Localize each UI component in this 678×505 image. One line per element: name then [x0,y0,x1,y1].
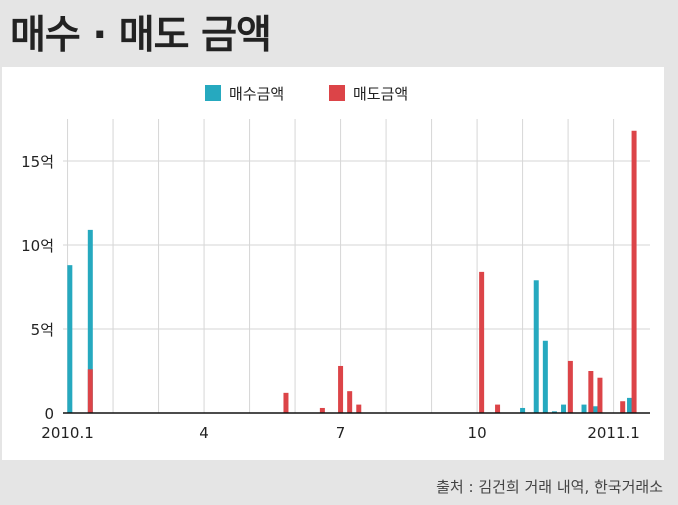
bar [67,265,73,413]
bar [533,280,539,413]
bar [588,371,594,413]
bar [631,130,637,413]
bar-chart: 0 5억 10억 15억 2010.1 4 7 10 2011.1 매수금액 매도금액 [21,85,650,442]
bar [283,392,289,413]
x-tick-label: 2010.1 [41,424,94,442]
bar [567,360,573,413]
bar [479,271,485,413]
bar [356,404,362,413]
y-tick-label: 10억 [21,237,54,255]
x-tick-label: 2011.1 [587,424,640,442]
y-tick-label: 5억 [31,321,54,339]
bar [87,229,93,413]
x-tick-label: 10 [468,424,487,442]
bar [495,404,501,413]
y-tick-label: 0 [44,405,54,423]
legend-swatch [205,85,221,101]
bar [87,369,93,413]
bar [581,404,587,413]
legend-swatch [329,85,345,101]
bar [338,365,344,413]
y-tick-label: 15억 [21,153,54,171]
bar [627,397,633,413]
bar [319,407,325,413]
source-note: 출처 : 김건희 거래 내역, 한국거래소 [436,478,663,496]
bar [551,411,557,413]
bar [542,340,548,413]
bar [520,407,526,413]
bar [561,404,567,413]
bar [597,377,603,413]
page-title: 매수 · 매도 금액 [10,13,272,58]
legend-label: 매수금액 [229,85,284,103]
x-tick-label: 7 [336,424,346,442]
bar [592,406,598,413]
bar [620,401,626,413]
x-tick-label: 4 [199,424,209,442]
legend-label: 매도금액 [353,85,408,103]
bar [347,391,353,413]
chart-panel: 0 5억 10억 15억 2010.1 4 7 10 2011.1 매수금액 매도금액 [2,67,664,460]
